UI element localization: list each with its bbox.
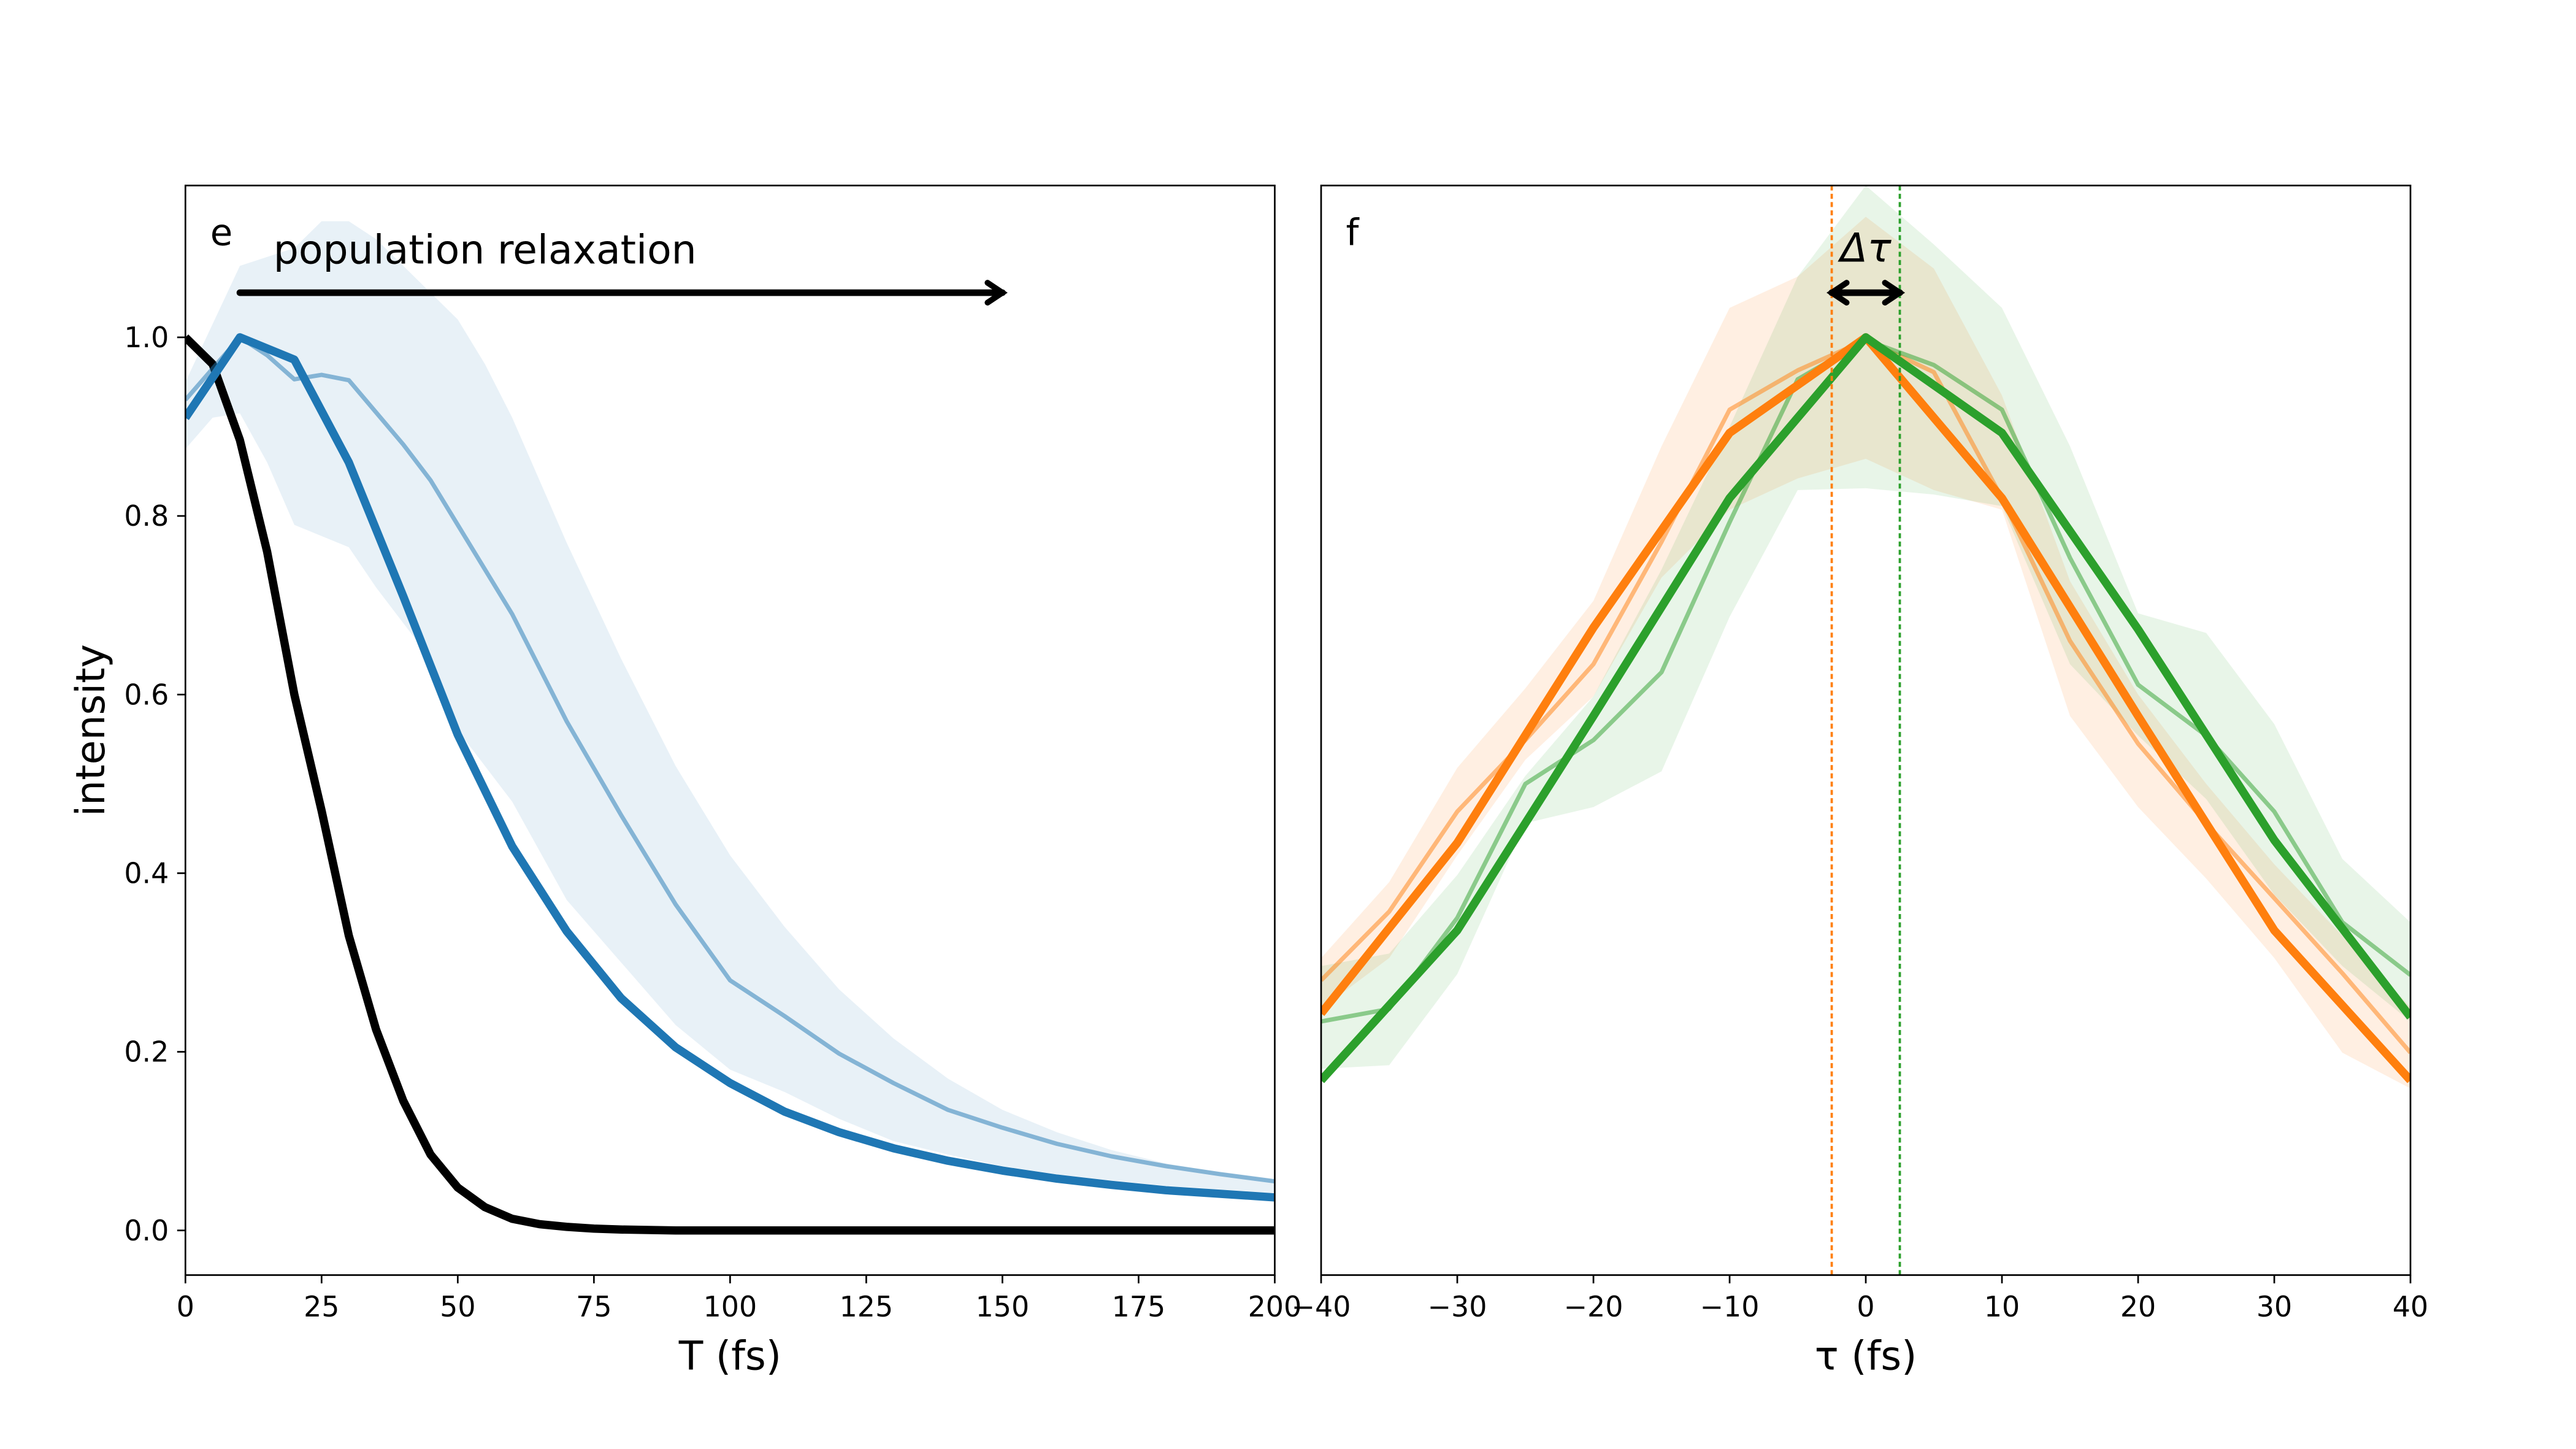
panel-e-ytick-label: 0.6 bbox=[124, 678, 169, 711]
population-relaxation-annotation: population relaxation bbox=[274, 227, 697, 273]
panel-label-f: f bbox=[1346, 212, 1360, 255]
panel-e-ylabel: intensity bbox=[68, 644, 114, 817]
panel-f-xtick-label: 40 bbox=[2393, 1290, 2428, 1323]
panel-f-band-1 bbox=[1321, 185, 2411, 1069]
panel-e-xtick-label: 100 bbox=[703, 1290, 757, 1323]
panel-f-xtick-label: 20 bbox=[2120, 1290, 2156, 1323]
panel-f-band-0 bbox=[1321, 217, 2411, 1089]
panel-e-xtick-label: 150 bbox=[976, 1290, 1030, 1323]
axis-ticks: 0 25 50 75 100 125 150 175 2000.00.20.40.60.81.0… bbox=[124, 280, 2428, 1323]
panel-f-arrowhead-left bbox=[1827, 280, 1850, 306]
panel-f-xtick-label: −40 bbox=[1292, 1290, 1351, 1323]
panel-e-xlabel: T (fs) bbox=[678, 1333, 781, 1379]
panel-label-e: e bbox=[210, 212, 233, 255]
panel-e-ytick-label: 0.0 bbox=[124, 1214, 169, 1247]
panel-f-xtick-label: −30 bbox=[1428, 1290, 1487, 1323]
panel-e-xtick-label: 75 bbox=[576, 1290, 611, 1323]
panel-f-frame bbox=[1320, 185, 2412, 1276]
panel-f-xtick-label: 30 bbox=[2256, 1290, 2292, 1323]
panel-e-ytick-label: 0.8 bbox=[124, 499, 169, 532]
panel-e-xtick-label: 125 bbox=[840, 1290, 894, 1323]
panel-e-xtick-label: 200 bbox=[1248, 1290, 1302, 1323]
panel-f-xlabel: τ (fs) bbox=[1815, 1333, 1917, 1379]
panel-e-band-0 bbox=[185, 221, 1275, 1193]
panel-e-ytick-label: 0.2 bbox=[124, 1036, 169, 1069]
panel-f-xtick-label: −20 bbox=[1564, 1290, 1623, 1323]
panel-e-xtick-label: 25 bbox=[304, 1290, 339, 1323]
panel-e-series-1-line bbox=[185, 333, 1275, 1202]
panel-e-xtick-label: 50 bbox=[440, 1290, 475, 1323]
panel-f-xtick-label: −10 bbox=[1700, 1290, 1760, 1323]
panel-e-plot-area bbox=[185, 221, 1275, 1235]
panel-e-arrowhead-right bbox=[984, 280, 1008, 306]
panel-f-plot-area bbox=[1321, 185, 2411, 1275]
panel-e-frame bbox=[184, 185, 1276, 1276]
panel-e-xtick-label: 0 bbox=[177, 1290, 194, 1323]
panel-e-series-0-line bbox=[185, 334, 1275, 1235]
panel-e-series-2-line bbox=[185, 335, 1275, 1184]
delta-tau-annotation: Δτ bbox=[1837, 226, 1892, 272]
panel-e-ytick-label: 0.4 bbox=[124, 857, 169, 890]
panel-f-arrowhead-right bbox=[1882, 280, 1906, 306]
panel-e-xtick-label: 175 bbox=[1112, 1290, 1166, 1323]
panel-f-xtick-label: 10 bbox=[1984, 1290, 2020, 1323]
panel-f-series-3-line bbox=[1321, 333, 2411, 1083]
panel-e-ytick-label: 1.0 bbox=[124, 321, 169, 354]
panel-f-xtick-label: 0 bbox=[1857, 1290, 1874, 1323]
